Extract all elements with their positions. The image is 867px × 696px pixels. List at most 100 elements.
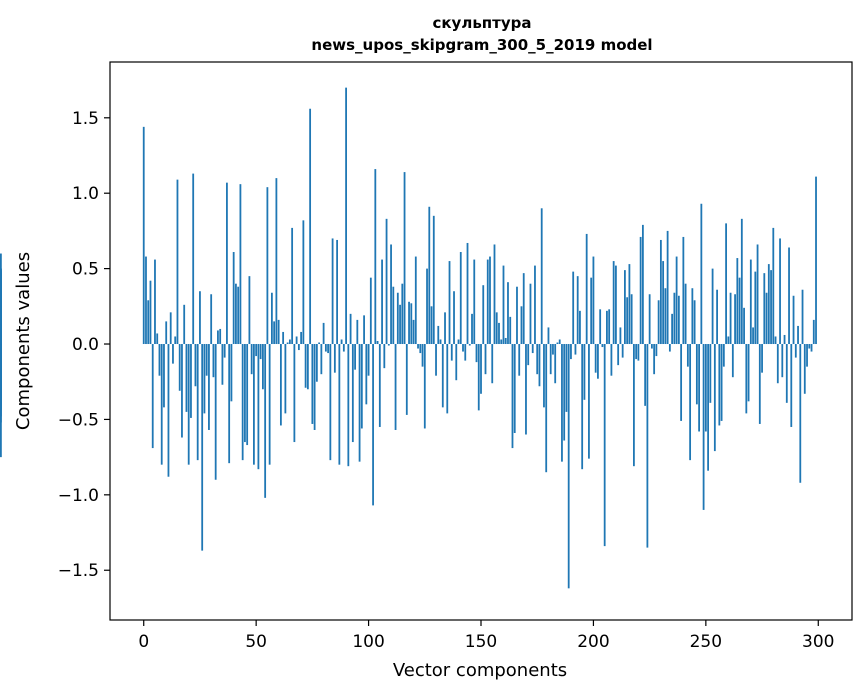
bar-component-136 bbox=[448, 261, 451, 345]
bar-component-15 bbox=[176, 179, 179, 345]
bar-component-228 bbox=[655, 344, 658, 357]
bar-component-40 bbox=[232, 252, 235, 345]
bar-component-57 bbox=[270, 292, 273, 345]
bar-component-229 bbox=[657, 300, 660, 345]
bar-component-56 bbox=[268, 344, 271, 465]
bar-component-159 bbox=[500, 339, 503, 345]
bar-component-64 bbox=[286, 342, 289, 345]
bar-component-6 bbox=[156, 333, 159, 345]
bar-component-71 bbox=[302, 220, 305, 345]
bar-component-28 bbox=[205, 344, 208, 376]
bar-component-187 bbox=[563, 344, 566, 441]
y-tick-label: −1.5 bbox=[58, 561, 99, 581]
bar-component-279 bbox=[770, 270, 772, 345]
bar-component-54 bbox=[264, 344, 267, 498]
y-axis: 1.5 1.0 0.5 0.0 −0.5 −1.0 −1.5 bbox=[58, 109, 110, 581]
bar-component-63 bbox=[284, 344, 287, 414]
bar-component-221 bbox=[639, 236, 642, 345]
bar-component-278 bbox=[767, 264, 770, 345]
bar-component-286 bbox=[785, 344, 788, 403]
bar-component-284 bbox=[781, 344, 784, 378]
bar-component-167 bbox=[518, 344, 521, 376]
bar-component-11 bbox=[167, 344, 170, 477]
bar-component-53 bbox=[262, 344, 264, 390]
bar-component-201 bbox=[594, 344, 597, 373]
bar-component-111 bbox=[392, 286, 395, 345]
bar-component-92 bbox=[349, 313, 352, 345]
bar-component-72 bbox=[304, 344, 307, 388]
bar-component-51 bbox=[257, 344, 260, 470]
bar-component-288 bbox=[790, 344, 793, 427]
bar-component-76 bbox=[313, 344, 316, 430]
bars-group bbox=[0, 87, 817, 589]
bar-component-196 bbox=[583, 344, 586, 400]
bar-component-80 bbox=[322, 322, 325, 345]
bar-component-43 bbox=[239, 184, 242, 345]
bar-component-256 bbox=[718, 344, 721, 426]
x-tick-label: 250 bbox=[690, 632, 722, 652]
bar-component-153 bbox=[486, 259, 489, 345]
bar-component-87 bbox=[338, 344, 341, 465]
bar-component-139 bbox=[455, 344, 458, 381]
bar-component-75 bbox=[311, 344, 314, 424]
bar-component-52 bbox=[259, 344, 262, 360]
bar-component-155 bbox=[491, 344, 494, 384]
bar-component-272 bbox=[754, 271, 757, 345]
bar-component-55 bbox=[266, 187, 269, 345]
bar-component-30 bbox=[210, 294, 213, 345]
bar-component-33 bbox=[217, 330, 219, 345]
bar-component-270 bbox=[749, 259, 752, 345]
bar-component-265 bbox=[738, 277, 741, 345]
bar-component-106 bbox=[381, 259, 383, 345]
bar-component-85 bbox=[333, 344, 336, 373]
bar-component-22 bbox=[192, 173, 195, 345]
bar-component-undefined bbox=[0, 324, 2, 345]
bar-component-206 bbox=[606, 310, 608, 345]
bar-component-95 bbox=[356, 319, 359, 345]
bar-component-8 bbox=[160, 344, 163, 465]
y-tick-label: −0.5 bbox=[58, 410, 99, 430]
bar-component-212 bbox=[619, 327, 622, 345]
bar-component-258 bbox=[722, 344, 725, 367]
bar-component-214 bbox=[624, 270, 626, 345]
bar-component-275 bbox=[761, 344, 763, 373]
bar-component-202 bbox=[597, 344, 599, 379]
bar-component-94 bbox=[354, 344, 356, 370]
bar-component-299 bbox=[815, 176, 817, 345]
bar-component-200 bbox=[592, 256, 595, 345]
bar-component-45 bbox=[244, 344, 246, 443]
bar-component-25 bbox=[199, 291, 201, 345]
bar-component-204 bbox=[601, 344, 604, 348]
bar-component-295 bbox=[806, 344, 808, 367]
bar-component-285 bbox=[783, 334, 786, 345]
bar-component-144 bbox=[466, 242, 469, 345]
bar-component-122 bbox=[417, 344, 419, 349]
bar-component-83 bbox=[329, 344, 332, 461]
bar-component-220 bbox=[637, 344, 640, 361]
x-tick-label: 50 bbox=[245, 632, 267, 652]
bar-component-0 bbox=[142, 126, 145, 345]
bar-component-291 bbox=[797, 325, 799, 345]
bar-component-223 bbox=[644, 344, 647, 406]
plot-frame bbox=[109, 61, 853, 621]
bar-component-269 bbox=[747, 344, 750, 402]
bar-component-113 bbox=[396, 292, 399, 345]
bar-component-168 bbox=[520, 306, 523, 345]
bar-component-162 bbox=[507, 282, 509, 345]
bar-component-115 bbox=[401, 283, 404, 345]
bar-component-141 bbox=[459, 252, 462, 345]
bar-component-237 bbox=[675, 256, 678, 345]
bar-component-257 bbox=[720, 344, 723, 421]
bar-component-232 bbox=[664, 288, 667, 345]
bar-component-170 bbox=[525, 344, 527, 435]
bar-component-242 bbox=[686, 344, 689, 367]
x-tick-label: 0 bbox=[138, 632, 149, 652]
bar-component-1 bbox=[145, 256, 147, 345]
x-tick-label: 100 bbox=[352, 632, 384, 652]
bar-component-290 bbox=[794, 344, 797, 358]
bar-component-210 bbox=[615, 265, 617, 345]
bar-component-180 bbox=[547, 327, 550, 345]
bar-component-118 bbox=[408, 301, 410, 345]
bar-component-277 bbox=[765, 292, 768, 345]
